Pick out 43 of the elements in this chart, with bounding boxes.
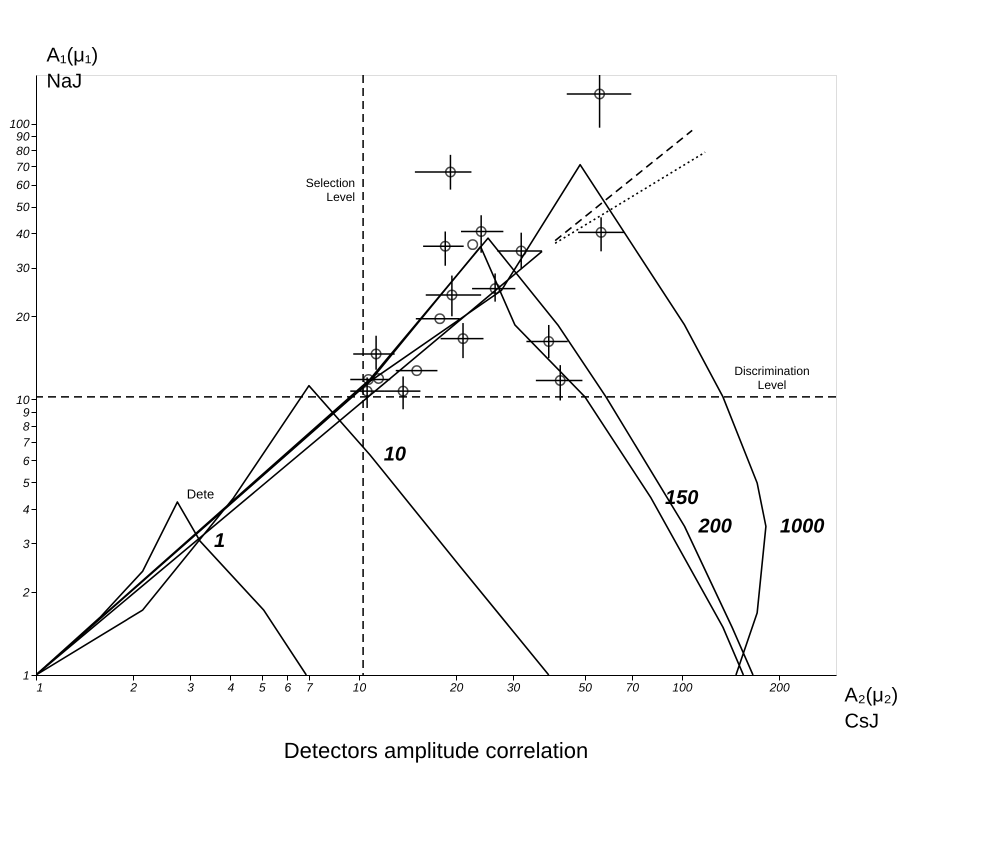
series-label: 200 [698,515,732,538]
x-tick-label: 3 [187,680,194,694]
x-tick-label: 7 [306,680,314,694]
series-label: 1 [214,530,226,552]
series-label: 1000 [780,515,824,538]
ref-line-label: Selection Level [306,176,356,204]
y-tick-label: 2 [22,586,30,600]
x-tick-label: 1 [36,680,44,694]
ref-line-label: Discrimination Level [734,364,810,392]
y-tick-label: 8 [22,419,30,434]
y-axis-title: A₁(μ₁) NaJ [46,44,98,92]
y-tick-label: 9 [22,405,30,420]
y-tick-label: 1 [22,668,30,682]
x-axis-title: A₂(μ₂) CsJ [844,684,898,732]
y-tick-label: 30 [16,261,30,276]
text: Detectors amplitude correlation [284,738,588,763]
y-tick-label: 10 [16,392,30,407]
x-tick-label: 6 [284,680,292,694]
y-tick-label: 6 [22,454,30,468]
y-tick-label: 90 [16,130,30,144]
x-tick-label: 50 [578,680,592,694]
y-tick-label: 20 [15,310,30,324]
x-tick-label: 5 [258,680,266,694]
x-tick-label: 20 [448,680,464,694]
y-tick-label: 70 [16,160,30,174]
y-tick-label: 80 [16,144,30,158]
x-tick-label: 100 [672,680,693,694]
y-tick-label: 60 [16,178,30,192]
x-tick-label: 10 [352,680,366,694]
y-tick-label: 5 [22,476,30,490]
x-tick-label: 4 [228,680,235,694]
y-tick-label: 50 [16,200,30,214]
x-tick-label: 200 [768,680,790,694]
y-tick-label: 7 [22,435,31,450]
series-label: 10 [384,444,406,466]
x-tick-label: 2 [129,680,138,694]
y-tick-label: 3 [22,536,30,551]
x-tick-label: 30 [506,680,521,694]
y-tick-label: 4 [22,502,30,516]
y-tick-label: 100 [9,117,30,132]
y-tick-label: 40 [16,226,30,241]
x-tick-label: 70 [626,680,640,694]
annotation: Dete [186,486,214,502]
